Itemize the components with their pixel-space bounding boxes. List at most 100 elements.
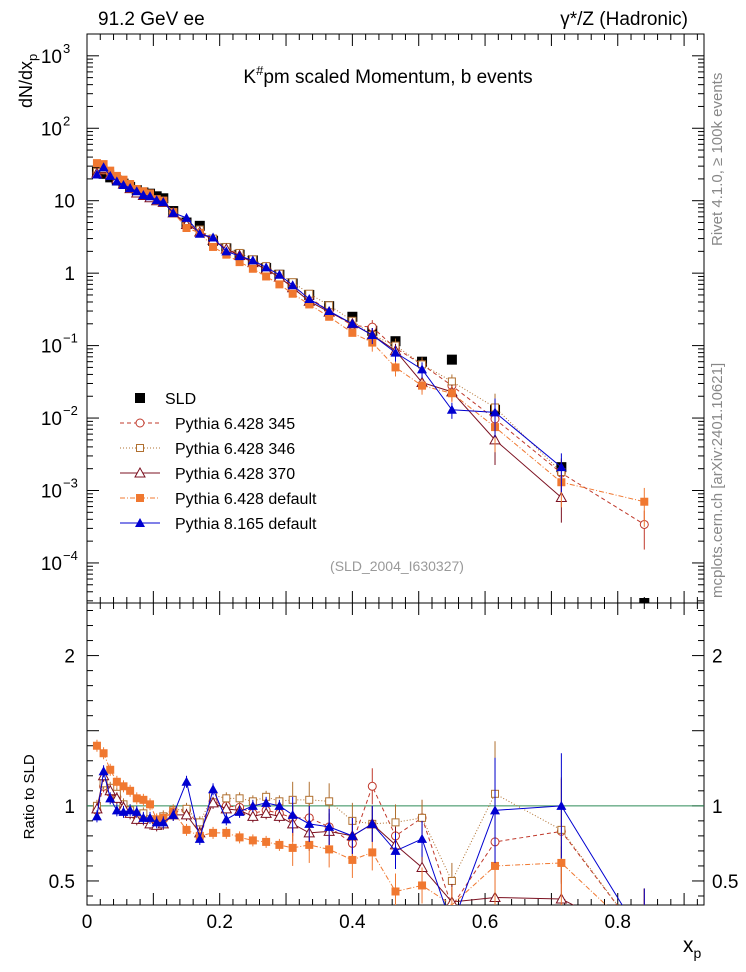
ratio-data-point <box>207 796 219 808</box>
ratio-data-point <box>273 810 286 821</box>
ratio-data-point <box>288 843 297 852</box>
main-y-axis-label-sub: p <box>25 54 40 61</box>
data-point <box>181 212 192 222</box>
data-point <box>194 228 205 238</box>
process-label: γ*/Z (Hadronic) <box>560 9 688 30</box>
x-tick-label: 0.6 <box>472 912 498 933</box>
ratio-data-point <box>106 765 115 774</box>
ratio-y-tick-label: 2 <box>64 647 75 668</box>
ratio-data-point <box>99 749 108 758</box>
legend-label: SLD <box>165 391 196 408</box>
ratio-data-point <box>325 797 334 806</box>
ratio-data-point <box>557 858 566 867</box>
x-tick-label: 0.2 <box>206 912 232 933</box>
data-point <box>234 251 245 261</box>
main-y-tick-base: 1 <box>64 264 75 285</box>
ratio-data-point <box>195 818 204 827</box>
main-y-tick-exp: −4 <box>63 548 78 563</box>
ratio-data-point <box>138 812 149 822</box>
data-point <box>347 311 358 322</box>
chart-title: K#pm scaled Momentum, b events <box>243 63 532 88</box>
data-point <box>390 347 401 357</box>
ratio-data-point <box>146 800 155 809</box>
mcplots-credit-label: mcplots.cern.ch [arXiv:2401.10621] <box>709 362 726 598</box>
main-y-tick-exp: 2 <box>63 113 70 128</box>
ratio-series-line <box>96 745 607 905</box>
data-point <box>106 166 115 175</box>
ratio-data-point <box>305 795 314 804</box>
data-point <box>209 242 218 251</box>
legend-item: Pythia 6.428 345 <box>120 416 295 433</box>
ratio-series-group <box>91 739 645 905</box>
main-y-tick-base: 10 <box>41 481 62 502</box>
legend-label: Pythia 6.428 default <box>175 491 317 508</box>
data-point <box>305 300 314 309</box>
ratio-data-point <box>348 855 357 864</box>
main-y-tick-base: 10 <box>41 409 62 430</box>
series-3 <box>91 162 568 523</box>
ratio-data-point <box>391 887 400 896</box>
x-tick-label: 0.8 <box>605 912 631 933</box>
ratio-y-axis-label: Ratio to SLD <box>21 754 38 839</box>
main-y-tick-label: 10 −1 <box>41 331 78 358</box>
chart-title-sup: # <box>256 63 264 78</box>
main-y-tick-exp: −1 <box>63 331 78 346</box>
ratio-data-point <box>417 833 428 843</box>
data-point <box>324 306 335 316</box>
ratio-data-point <box>220 802 233 814</box>
legend-item: Pythia 8.165 default <box>120 516 317 533</box>
data-point <box>111 176 122 186</box>
data-point <box>639 598 650 603</box>
ratio-data-point <box>390 845 401 855</box>
ratio-data-point <box>235 794 244 803</box>
ratio-data-point <box>209 828 218 837</box>
ratio-data-point <box>151 817 162 827</box>
ratio-data-point <box>275 840 284 849</box>
data-point <box>91 169 102 179</box>
main-y-tick-exp: −3 <box>63 475 78 490</box>
data-point <box>348 328 357 337</box>
ratio-data-point <box>111 805 122 815</box>
main-y-tick-base: 10 <box>41 554 62 575</box>
data-point <box>556 462 567 472</box>
data-point <box>112 171 121 180</box>
main-y-tick-base: 10 <box>41 337 62 358</box>
main-y-tick-label: 10 3 <box>41 41 70 68</box>
ratio-y-tick-label: 0.5 <box>49 872 75 893</box>
main-y-tick-base: 10 <box>41 47 62 68</box>
ratio-data-point <box>418 813 427 822</box>
data-point <box>447 389 456 398</box>
legend-label: Pythia 6.428 370 <box>175 466 295 483</box>
ratio-data-point <box>131 806 142 816</box>
data-point <box>446 354 457 365</box>
ratio-y-tick-label-right: 1 <box>712 797 723 818</box>
ratio-y-tick-label-right: 2 <box>712 647 723 668</box>
legend-marker <box>136 444 144 452</box>
ratio-data-point <box>556 800 567 810</box>
ratio-data-point <box>347 830 358 840</box>
data-point <box>275 280 284 289</box>
ratio-data-point <box>125 805 136 815</box>
x-tick-label: 0 <box>82 912 93 933</box>
main-series-group <box>91 159 650 603</box>
ratio-data-point <box>305 840 314 849</box>
legend-label: Pythia 8.165 default <box>175 516 317 533</box>
data-point <box>221 246 232 256</box>
main-y-tick-label: 10 <box>54 192 75 213</box>
energy-label: 91.2 GeV ee <box>98 9 205 30</box>
data-point <box>168 207 179 217</box>
legend-label: Pythia 6.428 345 <box>175 416 295 433</box>
ratio-data-point <box>262 837 271 846</box>
data-point <box>418 381 427 390</box>
ratio-data-point <box>325 845 334 854</box>
ratio-data-point <box>92 741 101 750</box>
data-point <box>158 196 169 206</box>
ratio-data-point <box>248 836 257 845</box>
ratio-data-point <box>235 833 244 842</box>
series-0 <box>91 166 650 603</box>
ratio-data-point <box>105 793 116 803</box>
ratio-data-point <box>418 881 427 890</box>
data-point <box>182 224 191 233</box>
